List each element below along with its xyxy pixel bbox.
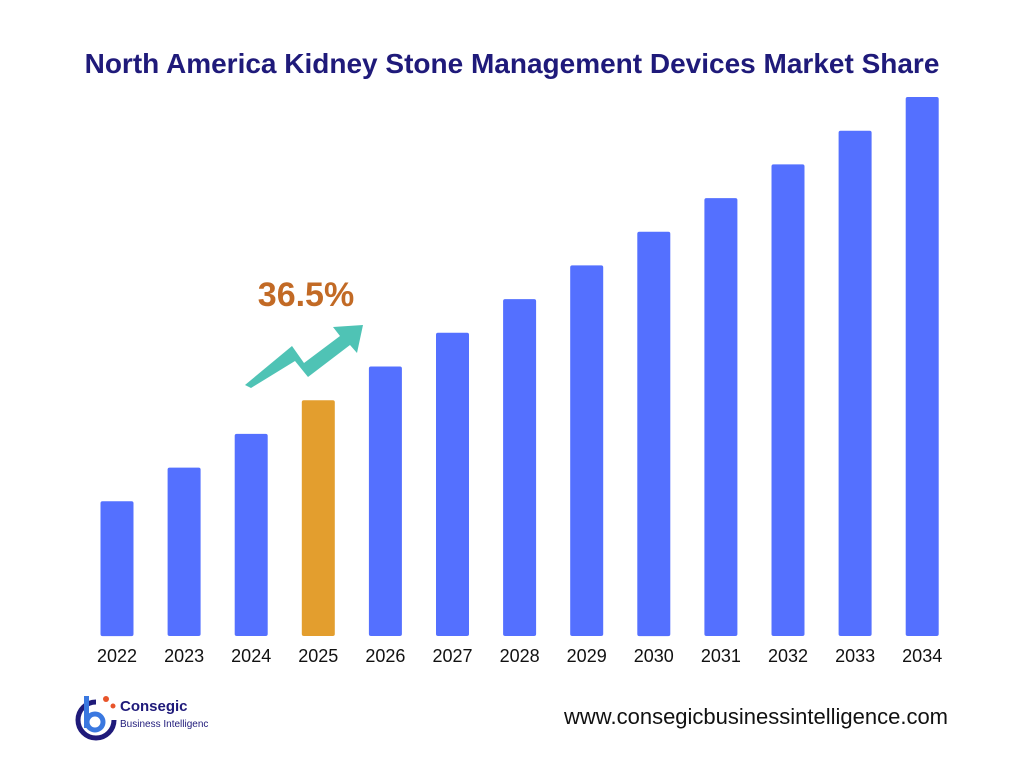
x-tick-label-2031: 2031	[701, 646, 741, 666]
growth-rate-label: 36.5%	[258, 276, 354, 314]
bar-2025	[301, 400, 335, 636]
x-tick-label-2026: 2026	[365, 646, 405, 666]
growth-annotation: 36.5%	[245, 276, 363, 388]
x-tick-label-2032: 2032	[768, 646, 808, 666]
consegic-logo-icon	[75, 696, 117, 741]
x-tick-label-2022: 2022	[97, 646, 137, 666]
x-tick-label-2030: 2030	[634, 646, 674, 666]
x-tick-label-2028: 2028	[500, 646, 540, 666]
bars-group	[100, 97, 939, 637]
x-tick-label-2025: 2025	[298, 646, 338, 666]
bar-2034	[905, 97, 939, 636]
logo-subtitle: Business Intelligenc	[120, 719, 209, 730]
website-url[interactable]: www.consegicbusinessintelligence.com	[564, 704, 948, 729]
x-tick-label-2034: 2034	[902, 646, 942, 666]
x-tick-label-2033: 2033	[835, 646, 875, 666]
bar-2032	[771, 164, 805, 636]
x-tick-label-2029: 2029	[567, 646, 607, 666]
logo-name: Consegic	[120, 698, 188, 715]
x-tick-labels: 2022 2023 2024 2025 2026 2027 2028 2029 2030 2031…	[97, 646, 942, 666]
bar-2027	[436, 332, 469, 636]
bar-2022	[100, 501, 134, 637]
bar-2026	[368, 366, 402, 636]
x-tick-label-2027: 2027	[432, 646, 472, 666]
chart-title: North America Kidney Stone Management De…	[84, 48, 940, 79]
bar-2023	[167, 467, 201, 636]
x-tick-label-2024: 2024	[231, 646, 271, 666]
bar-2029	[570, 265, 604, 636]
x-tick-label-2023: 2023	[164, 646, 204, 666]
bar-2028	[503, 299, 537, 636]
trending-up-arrow-icon	[245, 325, 363, 388]
bar-2033	[838, 130, 872, 636]
bar-2031	[704, 198, 738, 636]
bar-2030	[637, 231, 671, 637]
consegic-logo: Consegic Business Intelligenc	[74, 692, 234, 744]
bar-2024	[234, 433, 268, 636]
